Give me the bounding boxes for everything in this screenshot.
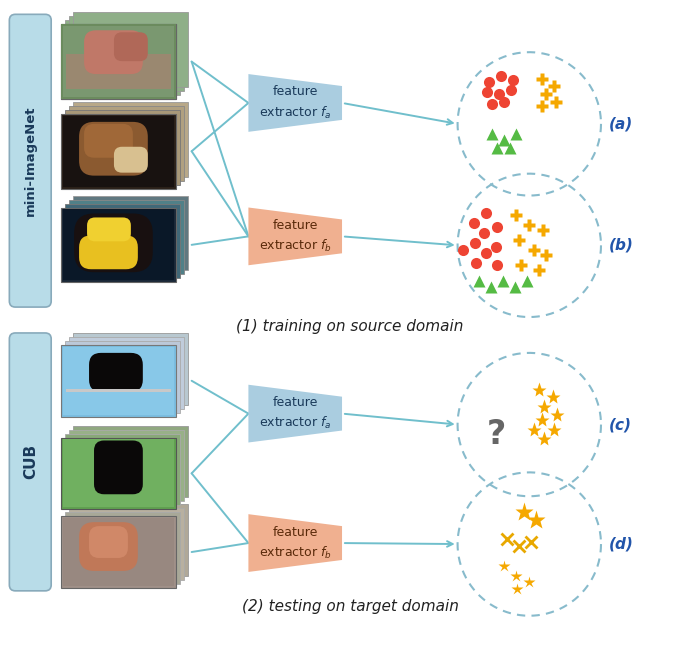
FancyBboxPatch shape (73, 504, 188, 576)
FancyBboxPatch shape (9, 333, 51, 591)
Text: feature
extractor $f_b$: feature extractor $f_b$ (259, 525, 332, 560)
FancyBboxPatch shape (114, 147, 148, 173)
FancyBboxPatch shape (61, 114, 176, 188)
FancyBboxPatch shape (73, 333, 188, 404)
Text: mini-ImageNet: mini-ImageNet (24, 105, 37, 216)
FancyBboxPatch shape (61, 25, 176, 99)
FancyBboxPatch shape (87, 217, 131, 241)
FancyBboxPatch shape (66, 389, 171, 391)
FancyBboxPatch shape (114, 32, 148, 61)
FancyBboxPatch shape (65, 204, 180, 278)
FancyBboxPatch shape (89, 353, 143, 391)
FancyBboxPatch shape (73, 12, 188, 87)
Text: (a): (a) (609, 116, 634, 131)
FancyBboxPatch shape (69, 199, 183, 274)
FancyBboxPatch shape (63, 116, 174, 186)
FancyBboxPatch shape (94, 441, 143, 494)
Text: (d): (d) (609, 536, 634, 551)
FancyBboxPatch shape (61, 25, 176, 99)
FancyBboxPatch shape (74, 214, 153, 272)
FancyBboxPatch shape (84, 124, 133, 158)
FancyBboxPatch shape (61, 437, 176, 509)
Polygon shape (248, 208, 342, 265)
FancyBboxPatch shape (61, 208, 176, 282)
Text: ?: ? (486, 418, 506, 451)
FancyBboxPatch shape (63, 210, 174, 280)
FancyBboxPatch shape (79, 122, 148, 175)
Text: feature
extractor $f_a$: feature extractor $f_a$ (259, 396, 332, 431)
FancyBboxPatch shape (69, 106, 183, 181)
FancyBboxPatch shape (9, 14, 51, 307)
FancyBboxPatch shape (65, 433, 180, 505)
Polygon shape (248, 385, 342, 443)
FancyBboxPatch shape (65, 341, 180, 413)
FancyBboxPatch shape (69, 430, 183, 501)
Text: feature
extractor $f_a$: feature extractor $f_a$ (259, 85, 332, 120)
FancyBboxPatch shape (79, 522, 138, 571)
Text: CUB: CUB (23, 444, 38, 479)
FancyBboxPatch shape (66, 29, 146, 84)
FancyBboxPatch shape (73, 426, 188, 498)
Text: (c): (c) (609, 417, 632, 432)
FancyBboxPatch shape (84, 30, 143, 74)
FancyBboxPatch shape (91, 34, 141, 69)
FancyBboxPatch shape (66, 54, 171, 89)
FancyBboxPatch shape (65, 512, 180, 584)
FancyBboxPatch shape (73, 102, 188, 177)
FancyBboxPatch shape (73, 195, 188, 270)
Polygon shape (248, 74, 342, 132)
FancyBboxPatch shape (65, 110, 180, 184)
FancyBboxPatch shape (89, 526, 128, 558)
FancyBboxPatch shape (61, 25, 176, 99)
Polygon shape (248, 514, 342, 572)
FancyBboxPatch shape (65, 20, 180, 95)
Text: (1) training on source domain: (1) training on source domain (237, 320, 463, 334)
FancyBboxPatch shape (63, 27, 174, 97)
FancyBboxPatch shape (63, 518, 174, 586)
Text: (b): (b) (609, 238, 634, 253)
FancyBboxPatch shape (61, 345, 176, 417)
FancyBboxPatch shape (63, 439, 174, 507)
Text: (2) testing on target domain: (2) testing on target domain (241, 599, 458, 614)
Text: feature
extractor $f_b$: feature extractor $f_b$ (259, 219, 332, 254)
FancyBboxPatch shape (79, 236, 138, 269)
FancyBboxPatch shape (101, 42, 131, 64)
FancyBboxPatch shape (63, 347, 174, 415)
FancyBboxPatch shape (69, 16, 183, 91)
FancyBboxPatch shape (61, 516, 176, 588)
FancyBboxPatch shape (69, 508, 183, 580)
FancyBboxPatch shape (69, 337, 183, 409)
